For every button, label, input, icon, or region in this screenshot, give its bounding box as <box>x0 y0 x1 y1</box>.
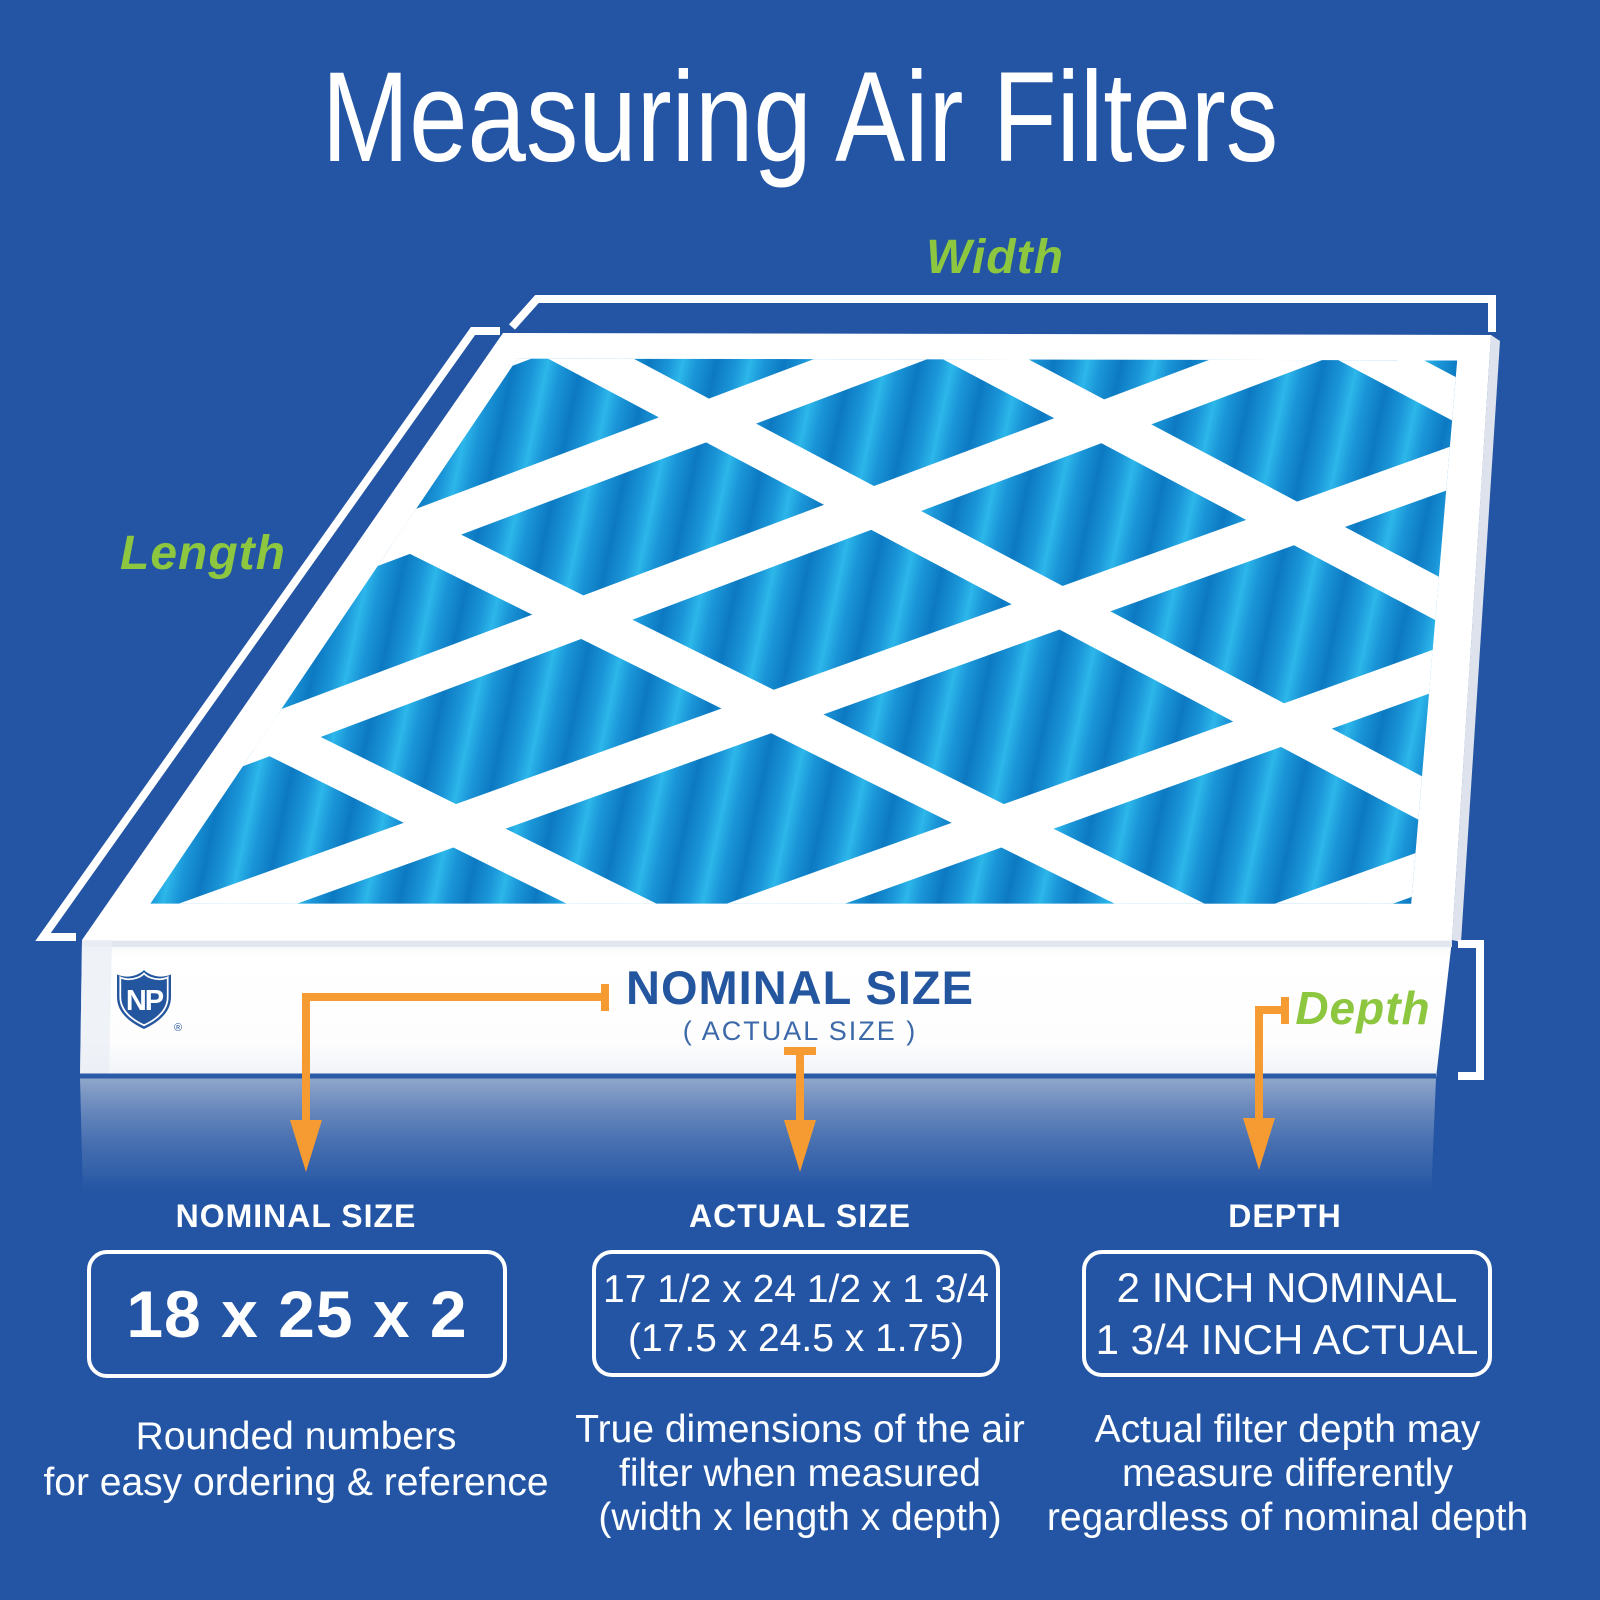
actual-size-arrow <box>784 1047 816 1126</box>
width-dimension-label: Width <box>926 231 1064 284</box>
depth-header: DEPTH <box>1228 1198 1342 1234</box>
caption-line: Rounded numbers <box>135 1415 457 1458</box>
actual-size-value: 17 1/2 x 24 1/2 x 1 3/4 <box>603 1267 989 1311</box>
page-title: Measuring Air Filters <box>321 46 1279 189</box>
filter-media <box>150 358 1458 904</box>
depth-bracket <box>1458 940 1484 1080</box>
nominal-size-value: 18 x 25 x 2 <box>126 1277 468 1351</box>
depth-box: 2 INCH NOMINAL 1 3/4 INCH ACTUAL <box>1082 1250 1492 1377</box>
filter-right-edge <box>1452 335 1500 942</box>
nominal-size-arrow <box>302 984 609 1126</box>
actual-size-header: ACTUAL SIZE <box>689 1198 911 1234</box>
filter-nominal-size-label: NOMINAL SIZE <box>626 961 974 1014</box>
np-logo-text: NP <box>126 985 164 1017</box>
nominal-size-box: 18 x 25 x 2 <box>87 1250 507 1378</box>
depth-dimension-label: Depth <box>1295 982 1431 1034</box>
depth-actual-value: 1 3/4 INCH ACTUAL <box>1095 1315 1479 1363</box>
actual-size-caption: True dimensions of the air filter when m… <box>536 1408 1064 1540</box>
width-measure-line <box>509 295 1496 332</box>
depth-caption: Actual filter depth may measure differen… <box>1015 1408 1560 1540</box>
depth-arrow <box>1255 997 1289 1122</box>
caption-line: regardless of nominal depth <box>1046 1496 1529 1539</box>
caption-line: Actual filter depth may <box>1094 1408 1481 1451</box>
nominal-size-caption: Rounded numbers for easy ordering & refe… <box>6 1414 586 1506</box>
caption-line: for easy ordering & reference <box>43 1461 549 1504</box>
filter-grid <box>150 358 1458 904</box>
filter-actual-size-label: ( ACTUAL SIZE ) <box>682 1016 918 1046</box>
actual-size-value-decimal: (17.5 x 24.5 x 1.75) <box>627 1316 965 1360</box>
filter-reflection <box>80 1078 1436 1198</box>
nominal-size-header: NOMINAL SIZE <box>175 1198 417 1234</box>
np-logo-registered-mark: ® <box>174 1022 182 1034</box>
caption-line: filter when measured <box>618 1452 981 1495</box>
band-left-shade <box>80 940 112 1078</box>
length-dimension-label: Length <box>120 527 286 580</box>
depth-nominal-value: 2 INCH NOMINAL <box>1116 1263 1458 1311</box>
caption-line: measure differently <box>1122 1452 1453 1495</box>
caption-line: (width x length x depth) <box>598 1496 1002 1539</box>
length-measure-line <box>35 327 500 941</box>
filter-band <box>80 940 1452 1078</box>
actual-size-box: 17 1/2 x 24 1/2 x 1 3/4 (17.5 x 24.5 x 1… <box>592 1250 1000 1377</box>
caption-line: True dimensions of the air <box>575 1408 1025 1451</box>
np-logo: NP ® <box>117 970 182 1034</box>
